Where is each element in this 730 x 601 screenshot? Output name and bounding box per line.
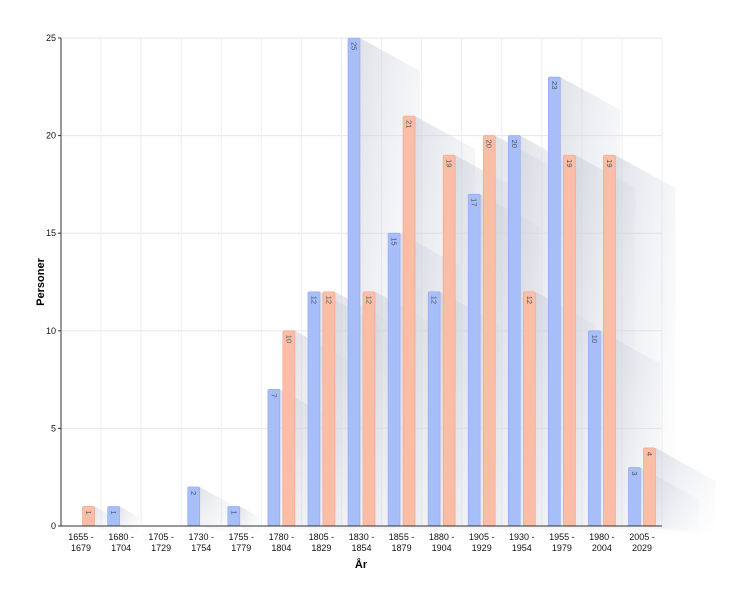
bar-value-label: 12 <box>525 296 534 304</box>
x-tick-label: 1954 <box>512 543 532 553</box>
bar-series-2 <box>322 291 336 527</box>
x-tick-label: 1979 <box>552 543 572 553</box>
bar-series-2 <box>362 291 376 527</box>
bar-value-label: 19 <box>565 159 574 167</box>
x-tick-label: 1754 <box>191 543 211 553</box>
y-axis-title: Personer <box>35 257 47 305</box>
bar-series-1 <box>227 506 241 527</box>
bar-value-label: 1 <box>84 510 93 514</box>
x-tick-label: 1680 - <box>108 532 134 542</box>
bar-value-label: 15 <box>390 237 399 245</box>
x-axis-title: År <box>355 558 368 571</box>
bar-value-label: 3 <box>630 471 639 475</box>
x-tick-label: 1829 <box>311 543 331 553</box>
bar-value-label: 25 <box>350 42 359 50</box>
bar-series-2 <box>282 330 296 527</box>
bar-series-2 <box>643 447 656 527</box>
bar-value-label: 10 <box>590 335 599 343</box>
x-tick-label: 1729 <box>151 543 171 553</box>
x-tick-label: 1730 - <box>188 532 214 542</box>
bar-series-2 <box>522 291 536 527</box>
x-tick-label: 1804 <box>271 543 291 553</box>
bar-value-label: 10 <box>284 335 293 343</box>
bar-value-label: 12 <box>365 296 374 304</box>
x-tick-label: 1929 <box>472 543 492 553</box>
y-tick-label: 10 <box>46 326 56 336</box>
bar-shadow <box>119 506 140 536</box>
x-tick-label: 2029 <box>632 543 652 553</box>
x-tick-label: 1755 - <box>229 532 255 542</box>
x-tick-label: 1655 - <box>68 532 94 542</box>
bar-value-label: 23 <box>550 81 559 89</box>
axes <box>58 37 662 527</box>
bar-series-1 <box>267 389 281 527</box>
bar-value-label: 20 <box>485 140 494 148</box>
bar-series-2 <box>563 154 576 527</box>
bar-series-1 <box>548 76 561 527</box>
bar-value-label: 1 <box>109 510 118 514</box>
bar-value-label: 7 <box>269 393 278 397</box>
y-tick-label: 5 <box>51 423 56 433</box>
y-tick-label: 25 <box>46 33 56 43</box>
bar-series-2 <box>442 154 456 527</box>
bar-value-label: 1 <box>229 510 238 514</box>
x-tick-label: 2005 - <box>629 532 655 542</box>
x-tick-label: 1980 - <box>589 532 615 542</box>
x-tick-label: 1779 <box>231 543 251 553</box>
y-tick-label: 0 <box>51 521 56 531</box>
x-tick-label: 1855 - <box>389 532 415 542</box>
x-tick-label: 1880 - <box>429 532 455 542</box>
bar-value-label: 21 <box>405 120 414 128</box>
x-tick-label: 1955 - <box>549 532 575 542</box>
bar-series-1 <box>347 37 361 527</box>
x-tick-label: 2004 <box>592 543 612 553</box>
bar-shadow <box>655 447 716 536</box>
bar-value-label: 19 <box>445 159 454 167</box>
x-tick-label: 1805 - <box>309 532 335 542</box>
bar-series-1 <box>307 291 321 527</box>
bar-shadow <box>239 506 260 536</box>
bar-value-label: 2 <box>189 491 198 495</box>
bar-series-2 <box>402 115 416 527</box>
bar-series-1 <box>628 467 641 527</box>
x-tick-label: 1704 <box>111 543 131 553</box>
x-tick-label: 1904 <box>432 543 452 553</box>
bar-shadow <box>615 155 676 536</box>
x-tick-label: 1679 <box>71 543 91 553</box>
bar-series-2 <box>482 135 496 527</box>
x-tick-label: 1879 <box>392 543 412 553</box>
bar-value-label: 12 <box>430 296 439 304</box>
bar-series-2 <box>82 506 95 527</box>
bar-value-label: 17 <box>470 198 479 206</box>
bar-shadow <box>94 506 115 536</box>
bar-series-1 <box>427 291 441 527</box>
bar-series-2 <box>603 154 616 527</box>
y-tick-label: 20 <box>46 131 56 141</box>
bar-value-label: 20 <box>510 140 519 148</box>
x-tick-label: 1830 - <box>349 532 375 542</box>
y-tick-label: 15 <box>46 228 56 238</box>
x-tick-label: 1780 - <box>269 532 295 542</box>
tick-labels: 0 5 10 15 20 25 1655 -1679 1680 -1704 1705 -1729… <box>46 33 655 553</box>
bar-value-label: 12 <box>324 296 333 304</box>
bar-series-1 <box>588 330 601 527</box>
bar-series-1 <box>507 135 521 527</box>
bar-series-1 <box>387 232 401 527</box>
x-tick-label: 1854 <box>351 543 371 553</box>
x-tick-label: 1930 - <box>509 532 535 542</box>
x-tick-label: 1705 - <box>148 532 174 542</box>
bar-series-1 <box>107 506 120 527</box>
bar-value-label: 4 <box>645 452 654 456</box>
bar-value-label: 19 <box>605 159 614 167</box>
bar-value-label: 12 <box>309 296 318 304</box>
x-tick-label: 1905 - <box>469 532 495 542</box>
bar-series-1 <box>467 193 481 527</box>
